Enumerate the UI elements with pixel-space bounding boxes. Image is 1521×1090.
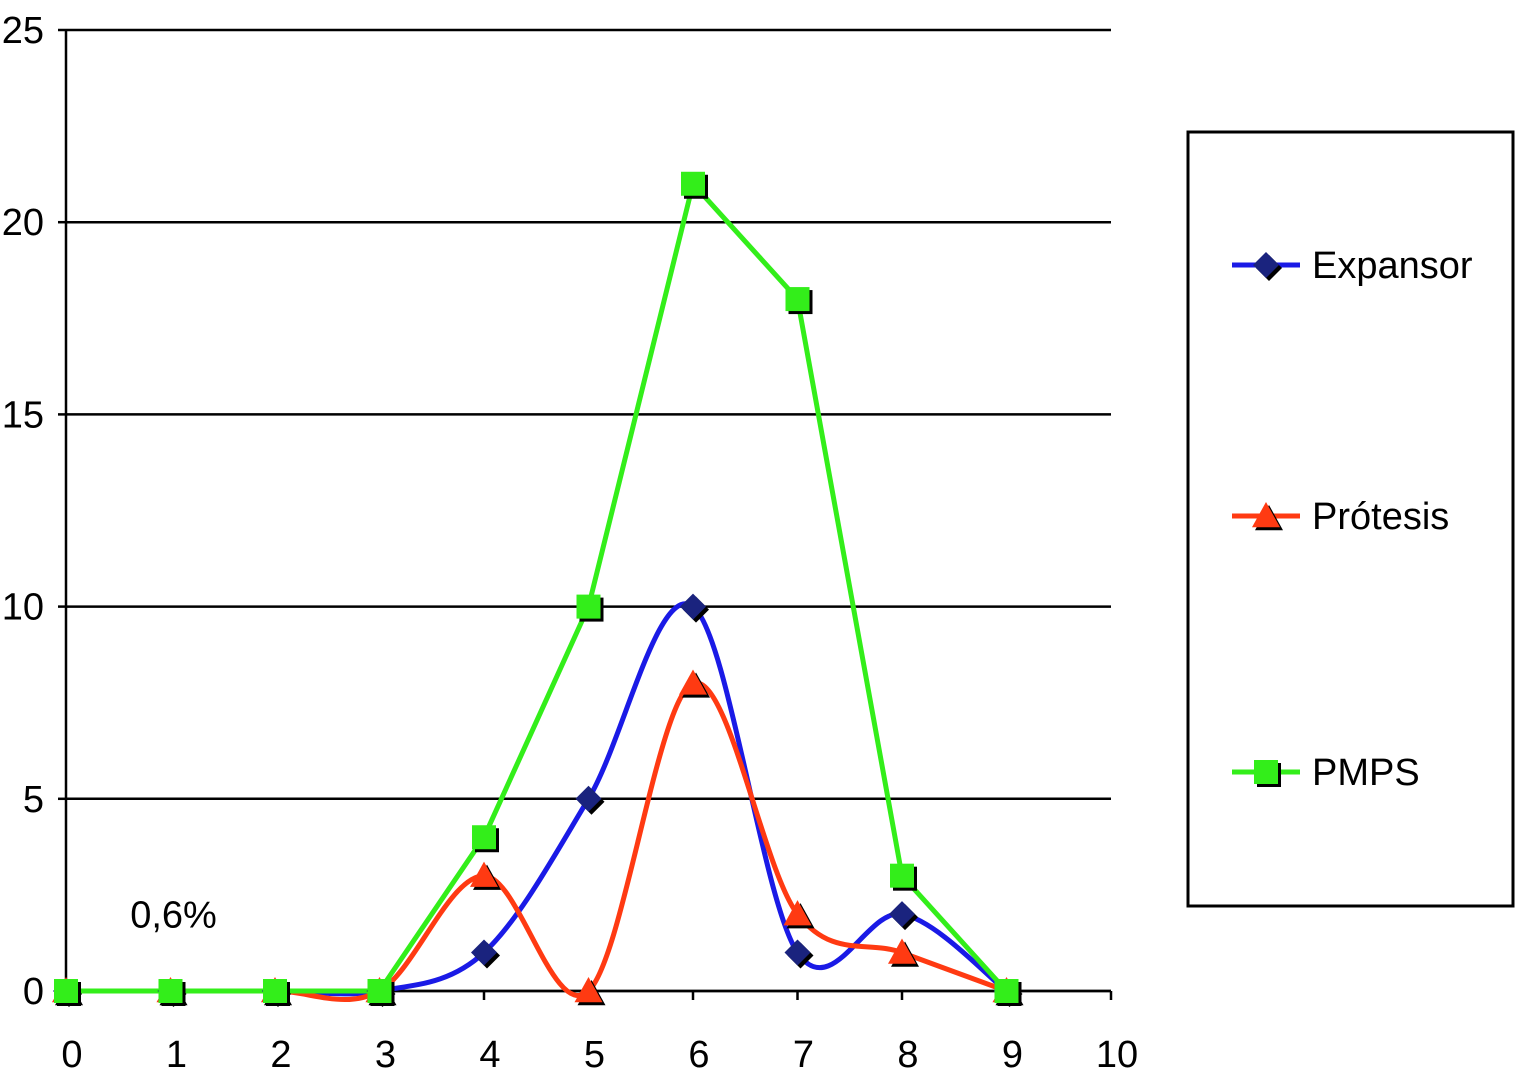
data-point-pmps — [994, 979, 1019, 1003]
data-point-prótesis — [574, 977, 603, 1003]
x-tick-label: 1 — [166, 1034, 187, 1076]
x-tick-label: 0 — [61, 1034, 82, 1076]
data-point-pmps — [472, 825, 496, 850]
y-tick-label: 5 — [23, 779, 44, 821]
gridlines — [66, 28, 1111, 993]
tick-labels: 0 5 10 15 20 25 0 1 2 3 4 5 6 7 8 9 10 — [2, 10, 1138, 1076]
legend-label: Prótesis — [1312, 496, 1449, 538]
legend-marker — [1252, 502, 1280, 528]
x-tick-label: 9 — [1002, 1034, 1023, 1076]
annotation-label: 0,6% — [130, 894, 217, 936]
data-point-expansor — [784, 939, 811, 966]
data-point-pmps — [890, 863, 914, 888]
axes — [58, 28, 1113, 1000]
legend-entry-expansor: Expansor — [1232, 245, 1473, 287]
legend-entry-prótesis: Prótesis — [1232, 496, 1449, 538]
x-tick-label: 5 — [584, 1034, 605, 1076]
y-tick-label: 25 — [2, 10, 44, 52]
y-tick-label: 0 — [23, 971, 44, 1013]
data-point-pmps — [263, 979, 287, 1003]
series-line-prótesis — [63, 680, 1009, 1002]
data-point-prótesis — [679, 669, 707, 695]
data-point-pmps — [158, 979, 183, 1003]
legend-label: PMPS — [1312, 752, 1420, 794]
y-tick-label: 15 — [2, 394, 44, 436]
data-point-pmps — [576, 594, 601, 619]
annotations: 0,6% — [130, 894, 217, 936]
legend-marker — [1254, 760, 1278, 784]
data-point-prótesis — [470, 861, 498, 887]
data-point-pmps — [681, 171, 705, 196]
x-tick-label: 7 — [793, 1034, 814, 1076]
data-point-prótesis — [888, 938, 916, 964]
data-point-pmps — [54, 979, 78, 1003]
x-tick-label: 10 — [1096, 1034, 1138, 1076]
series-group — [52, 171, 1024, 1007]
data-point-pmps — [785, 287, 810, 312]
legend-box — [1186, 130, 1515, 908]
data-point-prótesis — [783, 900, 812, 926]
legend-entry-pmps: PMPS — [1232, 752, 1420, 794]
legend: Expansor Prótesis PMPS — [1186, 130, 1515, 908]
x-tick-label: 2 — [270, 1034, 291, 1076]
data-point-expansor — [471, 939, 497, 966]
legend-marker — [1253, 252, 1279, 278]
series-line-pmps — [63, 181, 1009, 994]
data-point-pmps — [367, 979, 392, 1003]
x-tick-label: 4 — [479, 1034, 500, 1076]
y-tick-label: 10 — [2, 587, 44, 629]
x-tick-label: 8 — [897, 1034, 918, 1076]
x-tick-label: 6 — [688, 1034, 709, 1076]
y-tick-label: 20 — [2, 202, 44, 244]
data-point-expansor — [680, 593, 706, 620]
data-point-expansor — [889, 901, 915, 928]
legend-label: Expansor — [1312, 245, 1473, 287]
x-tick-label: 3 — [375, 1034, 396, 1076]
data-point-expansor — [575, 785, 602, 812]
